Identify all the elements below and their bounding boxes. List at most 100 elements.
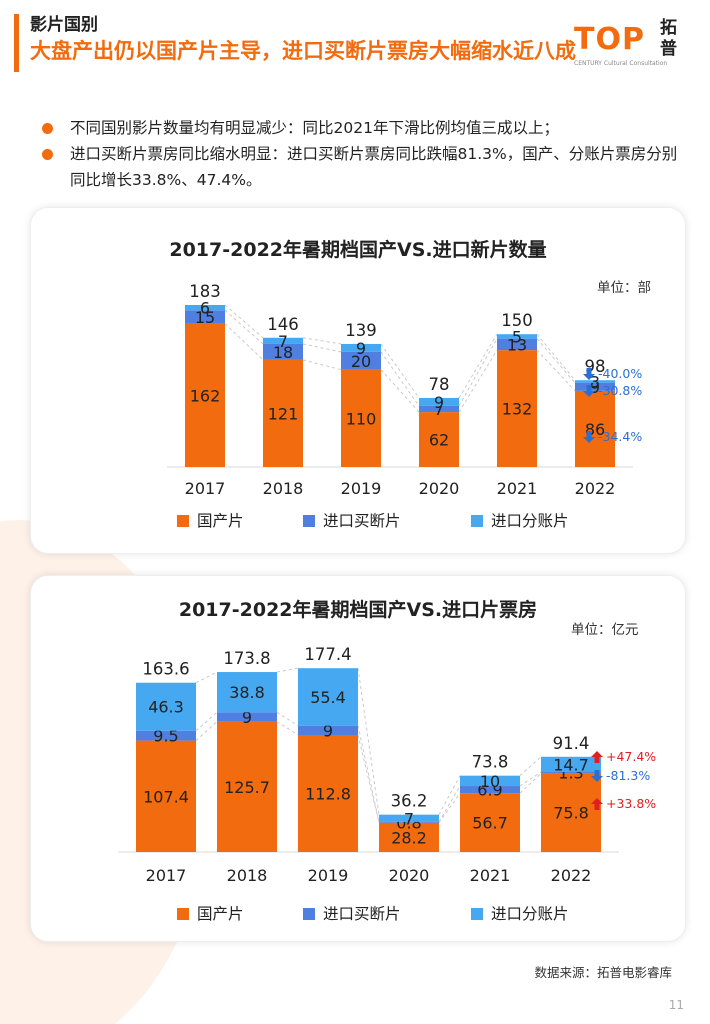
logo-mark: TOP [574, 22, 645, 57]
trend-connector-line [380, 351, 420, 407]
legend-label: 国产片 [197, 905, 244, 923]
bar-segment [497, 334, 537, 339]
trend-connector-line [519, 771, 542, 787]
total-label: 150 [501, 311, 533, 330]
data-label: 9 [590, 378, 600, 397]
total-label: 36.2 [391, 792, 428, 811]
x-tick-label: 2017 [185, 479, 226, 498]
bar-segment [379, 814, 439, 822]
change-annotation: -40.0% [598, 366, 642, 381]
arrow-down-icon [583, 385, 595, 397]
bar-segment [541, 756, 601, 773]
data-label: 13 [507, 335, 527, 354]
change-annotation: -30.8% [598, 383, 642, 398]
data-label: 110 [346, 409, 377, 428]
trend-connector-line [195, 721, 218, 741]
x-tick-label: 2022 [551, 866, 592, 885]
data-label: 6 [200, 299, 210, 318]
bar-segment [263, 337, 303, 344]
bar-segment [136, 740, 196, 852]
data-label: 28.2 [391, 828, 427, 847]
legend-swatch [471, 908, 483, 920]
data-label: 46.3 [148, 698, 184, 717]
data-label: 162 [190, 386, 221, 405]
trend-connector-line [276, 711, 299, 727]
trend-connector-line [195, 671, 218, 684]
legend-swatch [471, 515, 483, 527]
bar-segment [541, 772, 601, 774]
legend-swatch [177, 515, 189, 527]
bar-segment [217, 721, 277, 852]
bar-segment [217, 712, 277, 722]
trend-connector-line [458, 338, 498, 407]
trend-connector-line [224, 323, 264, 361]
data-label: 132 [502, 400, 533, 419]
bar-segment [217, 672, 277, 713]
arrow-up-icon [591, 798, 603, 810]
bar-segment [136, 682, 196, 731]
box-office-chart-card: 2017-2022年暑期档国产VS.进口片票房 单位：亿元 107.4 9.5 46.3… [30, 575, 686, 942]
trend-connector-line [224, 304, 264, 339]
bar-segment [341, 343, 381, 352]
bar-segment [497, 338, 537, 351]
trend-connector-line [195, 711, 218, 732]
bullet-dot-icon [42, 123, 53, 134]
trend-connector-line [519, 756, 542, 777]
bar-segment [379, 821, 439, 823]
header-accent-bar [14, 14, 19, 72]
film-count-chart-card: 2017-2022年暑期档国产VS.进口新片数量 单位：部 162 15 6 183 201… [30, 207, 686, 554]
total-label: 177.4 [304, 645, 351, 664]
bar-segment [419, 397, 459, 406]
total-label: 91.4 [553, 734, 590, 753]
total-label: 78 [429, 375, 450, 394]
bar-segment [341, 351, 381, 370]
logo-subtitle: CENTURY Cultural Consultation [574, 60, 668, 67]
trend-connector-line [302, 337, 342, 345]
trend-connector-line [357, 668, 380, 815]
data-label: 55.4 [310, 688, 346, 707]
trend-connector-line [224, 309, 264, 345]
bar-segment [263, 343, 303, 360]
data-label: 62 [429, 431, 449, 450]
logo-chinese-name: 拓普 [660, 18, 677, 59]
bar-segment [541, 773, 601, 852]
trend-connector-line [536, 338, 576, 384]
total-label: 163.6 [142, 660, 189, 679]
x-tick-label: 2021 [470, 866, 511, 885]
arrow-down-icon [583, 368, 595, 380]
data-label: 5 [512, 327, 522, 346]
film-count-chart: 2017-2022年暑期档国产VS.进口新片数量单位：部162156183201… [167, 238, 651, 530]
data-label: 10 [480, 772, 500, 791]
data-label: 18 [273, 343, 293, 362]
bar-segment [460, 793, 520, 852]
legend-swatch [303, 515, 315, 527]
bar-segment [263, 359, 303, 467]
chart-title: 2017-2022年暑期档国产VS.进口片票房 [179, 598, 537, 621]
total-label: 73.8 [472, 753, 509, 772]
data-label: 3 [590, 373, 600, 392]
bar-segment [497, 350, 537, 467]
bar-segment [460, 775, 520, 787]
bullet-text: 进口买断片票房同比缩水明显：进口买断片票房同比跌幅81.3%，国产、分账片票房分… [70, 145, 678, 189]
legend-swatch [177, 908, 189, 920]
x-tick-label: 2020 [389, 866, 430, 885]
total-label: 139 [345, 321, 377, 340]
data-label: 7 [278, 332, 288, 351]
arrow-down-icon [591, 770, 603, 782]
total-label: 146 [267, 315, 299, 334]
data-label: 20 [351, 352, 371, 371]
data-label: 125.7 [224, 778, 270, 797]
data-label: 38.8 [229, 683, 265, 702]
data-label: 7 [404, 809, 414, 828]
trend-connector-line [380, 369, 420, 413]
arrow-down-icon [583, 431, 595, 443]
bar-segment [298, 668, 358, 726]
x-tick-label: 2019 [308, 866, 349, 885]
bar-segment [298, 725, 358, 736]
data-label: 9 [242, 708, 252, 727]
total-label: 183 [189, 282, 221, 301]
trend-connector-line [438, 792, 461, 824]
bar-segment [575, 380, 615, 383]
top-logo: TOP 拓普 CENTURY Cultural Consultation [574, 18, 696, 70]
